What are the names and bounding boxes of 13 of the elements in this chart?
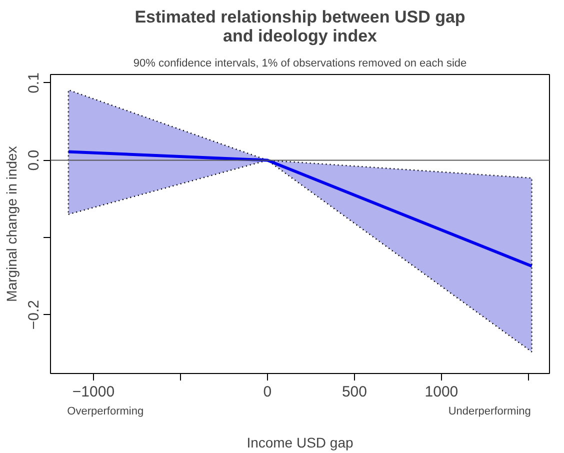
text: Overperforming — [67, 406, 144, 418]
chart-title: Estimated relationship between USD gap and ideology index — [134, 8, 466, 46]
y-axis-title: Marginal change in index — [4, 146, 20, 302]
x-axis-title: Income USD gap — [246, 434, 354, 450]
x-tick-label: −1000 — [72, 384, 115, 400]
x-tick-label: 500 — [342, 384, 367, 400]
x-tick-label: 1000 — [424, 384, 458, 400]
chart-subtitle: 90% confidence intervals, 1% of observations removed on each side — [133, 58, 467, 70]
y-tick-label: 0.0 — [26, 150, 42, 171]
y-tick-label: −0.2 — [26, 300, 42, 330]
text: Underperforming — [448, 406, 531, 418]
y-tick-label: 0.1 — [26, 72, 42, 94]
x-tick-label: 0 — [263, 384, 272, 400]
